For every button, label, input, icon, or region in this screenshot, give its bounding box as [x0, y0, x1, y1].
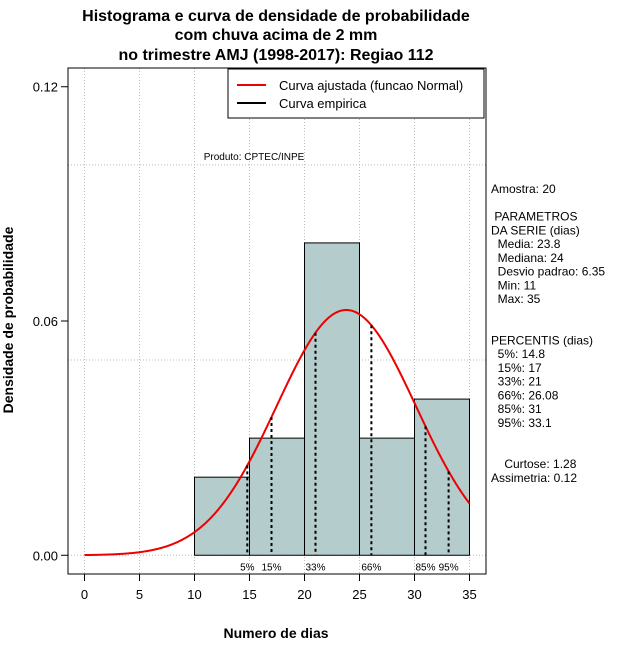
x-tick-label: 25: [352, 587, 366, 602]
x-tick-label: 30: [407, 587, 421, 602]
x-tick-label: 0: [81, 587, 88, 602]
percentile-label: 95%: [439, 562, 459, 573]
normal-curve-group: [84, 308, 471, 557]
y-tick-label: 0.00: [33, 548, 58, 563]
side-panel-line: Desvio padrao: 6.35: [491, 265, 605, 279]
annotations: Produto: CPTEC/INPE: [204, 152, 305, 163]
chart-title-line: com chuva acima de 2 mm: [175, 27, 378, 44]
percentile-label: 85%: [415, 562, 435, 573]
side-panel-line: DA SERIE (dias): [491, 223, 580, 237]
x-axis: 0 5 10 15 20 25 30 35 Numero de dias: [81, 573, 477, 641]
side-panel-line: Max: 35: [491, 292, 541, 306]
percentile-label: 33%: [305, 562, 325, 573]
side-panel-line: 66%: 26.08: [491, 388, 559, 402]
side-panel-line: 5%: 14.8: [491, 347, 545, 361]
percentile-label: 5%: [240, 562, 255, 573]
side-panel-line: 33%: 21: [491, 375, 542, 389]
side-panel-line: 15%: 17: [491, 361, 542, 375]
side-panel-line: 95%: 33.1: [491, 416, 552, 430]
side-panel-line: Media: 23.8: [491, 237, 561, 251]
histogram-bars: [194, 242, 470, 556]
percentile-lines: 5% 15% 33% 66% 85% 95%: [240, 325, 459, 573]
legend: Curva ajustada (funcao Normal) Curva empi…: [227, 68, 485, 119]
x-tick-label: 35: [462, 587, 476, 602]
product-note: Produto: CPTEC/INPE: [204, 152, 305, 163]
y-axis-label: Densidade de probabilidade: [0, 226, 16, 413]
side-panel-line: Curtose: 1.28: [491, 457, 577, 471]
side-panel-line: Min: 11: [491, 278, 536, 292]
legend-label: Curva ajustada (funcao Normal): [279, 78, 463, 93]
legend-box: [227, 68, 485, 119]
legend-label: Curva empirica: [279, 96, 367, 111]
x-tick-label: 5: [136, 587, 143, 602]
chart-title-group: Histograma e curva de densidade de proba…: [82, 8, 470, 64]
histogram-bar: [359, 437, 415, 556]
chart-title-line: no trimestre AMJ (1998-2017): Regiao 112: [118, 47, 433, 64]
x-tick-label: 20: [297, 587, 311, 602]
x-tick-label: 15: [242, 587, 256, 602]
y-tick-label: 0.06: [33, 314, 58, 329]
side-panel-line: Amostra: 20: [491, 182, 556, 196]
histogram-bar: [304, 242, 360, 556]
y-axis: 0.00 0.06 0.12 Densidade de probabilidade: [0, 80, 68, 563]
histogram-bar: [249, 437, 305, 556]
side-panel-line: 85%: 31: [491, 402, 542, 416]
side-panel-line: Mediana: 24: [491, 251, 564, 265]
x-tick-label: 10: [187, 587, 201, 602]
side-panel-line: Assimetria: 0.12: [491, 471, 577, 485]
histogram-bar: [194, 476, 250, 556]
chart-title-line: Histograma e curva de densidade de proba…: [82, 8, 470, 25]
percentile-label: 15%: [261, 562, 281, 573]
y-tick-label: 0.12: [33, 80, 58, 95]
histogram-bar: [414, 398, 470, 556]
side-panel-line: PARAMETROS: [491, 210, 577, 224]
side-panel-line: PERCENTIS (dias): [491, 333, 593, 347]
percentile-label: 66%: [361, 562, 381, 573]
x-axis-label: Numero de dias: [223, 625, 328, 641]
normal-curve: [84, 308, 471, 557]
